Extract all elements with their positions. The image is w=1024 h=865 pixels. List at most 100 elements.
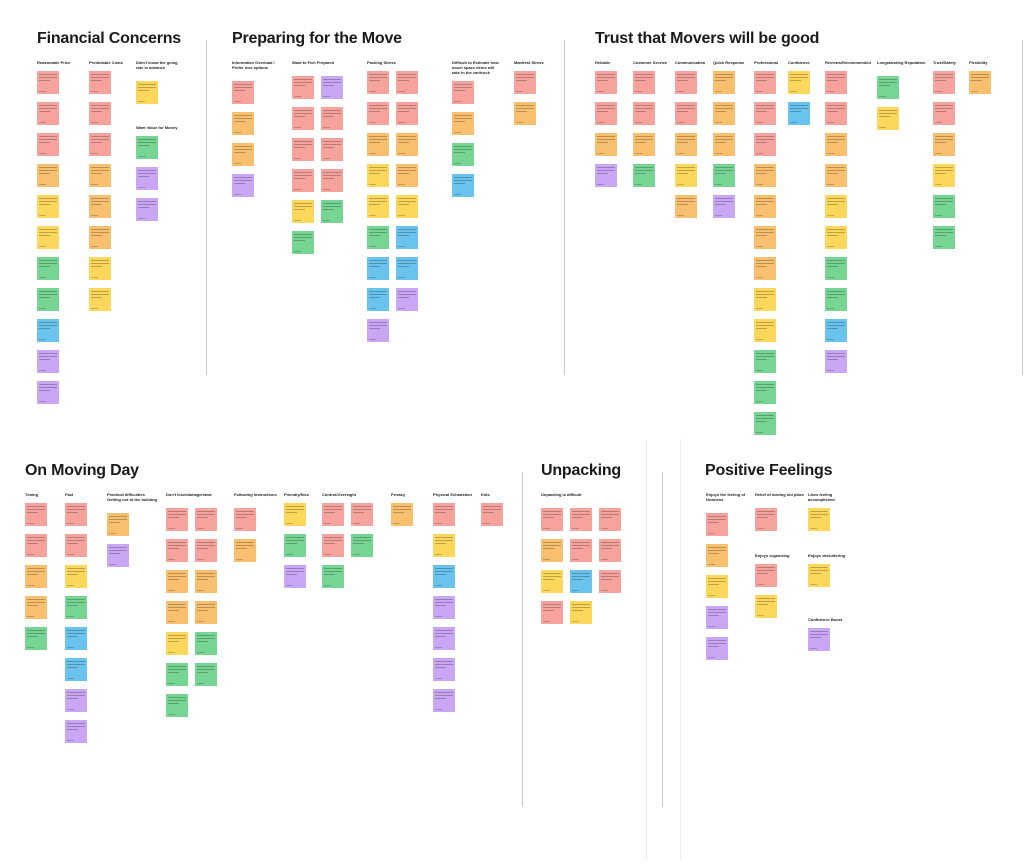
sticky-note-blue[interactable] — [367, 288, 389, 311]
sticky-note-yellow[interactable] — [89, 288, 111, 311]
sticky-note-pink[interactable] — [541, 508, 563, 531]
sticky-note-green[interactable] — [322, 565, 344, 588]
sticky-note-pink[interactable] — [322, 503, 344, 526]
sticky-note-orange[interactable] — [25, 596, 47, 619]
sticky-note-pink[interactable] — [351, 503, 373, 526]
sticky-note-green[interactable] — [877, 76, 899, 99]
sticky-note-pink[interactable] — [570, 539, 592, 562]
sticky-note-pink[interactable] — [166, 539, 188, 562]
sticky-note-yellow[interactable] — [754, 288, 776, 311]
sticky-note-green[interactable] — [933, 226, 955, 249]
sticky-note-orange[interactable] — [232, 112, 254, 135]
sticky-note-yellow[interactable] — [65, 565, 87, 588]
sticky-note-pink[interactable] — [706, 513, 728, 536]
sticky-note-purple[interactable] — [595, 164, 617, 187]
sticky-note-pink[interactable] — [321, 107, 343, 130]
sticky-note-orange[interactable] — [541, 539, 563, 562]
sticky-note-purple[interactable] — [367, 319, 389, 342]
sticky-note-pink[interactable] — [234, 508, 256, 531]
sticky-note-green[interactable] — [284, 534, 306, 557]
sticky-note-pink[interactable] — [65, 503, 87, 526]
sticky-note-purple[interactable] — [107, 544, 129, 567]
sticky-note-orange[interactable] — [89, 226, 111, 249]
sticky-note-blue[interactable] — [65, 658, 87, 681]
sticky-note-pink[interactable] — [195, 539, 217, 562]
sticky-note-orange[interactable] — [969, 71, 991, 94]
sticky-note-orange[interactable] — [367, 133, 389, 156]
sticky-note-green[interactable] — [195, 663, 217, 686]
sticky-note-green[interactable] — [754, 381, 776, 404]
sticky-note-yellow[interactable] — [706, 575, 728, 598]
sticky-note-pink[interactable] — [514, 71, 536, 94]
sticky-note-green[interactable] — [166, 663, 188, 686]
sticky-note-yellow[interactable] — [754, 319, 776, 342]
sticky-note-orange[interactable] — [89, 195, 111, 218]
sticky-note-pink[interactable] — [25, 534, 47, 557]
sticky-note-orange[interactable] — [514, 102, 536, 125]
sticky-note-green[interactable] — [321, 200, 343, 223]
sticky-note-yellow[interactable] — [825, 226, 847, 249]
sticky-note-pink[interactable] — [292, 169, 314, 192]
sticky-note-orange[interactable] — [166, 601, 188, 624]
sticky-note-purple[interactable] — [65, 720, 87, 743]
sticky-note-yellow[interactable] — [877, 107, 899, 130]
sticky-note-yellow[interactable] — [89, 257, 111, 280]
sticky-note-orange[interactable] — [396, 164, 418, 187]
sticky-note-purple[interactable] — [433, 658, 455, 681]
sticky-note-pink[interactable] — [433, 503, 455, 526]
sticky-note-pink[interactable] — [825, 71, 847, 94]
sticky-note-pink[interactable] — [755, 508, 777, 531]
sticky-note-blue[interactable] — [433, 565, 455, 588]
sticky-note-green[interactable] — [754, 350, 776, 373]
sticky-note-pink[interactable] — [599, 570, 621, 593]
sticky-note-orange[interactable] — [166, 570, 188, 593]
sticky-note-yellow[interactable] — [570, 601, 592, 624]
sticky-note-yellow[interactable] — [37, 226, 59, 249]
sticky-note-blue[interactable] — [570, 570, 592, 593]
sticky-note-orange[interactable] — [232, 143, 254, 166]
sticky-note-pink[interactable] — [599, 539, 621, 562]
sticky-note-green[interactable] — [136, 136, 158, 159]
sticky-note-yellow[interactable] — [808, 508, 830, 531]
sticky-note-pink[interactable] — [37, 71, 59, 94]
sticky-note-green[interactable] — [351, 534, 373, 557]
sticky-note-orange[interactable] — [195, 570, 217, 593]
sticky-note-pink[interactable] — [65, 534, 87, 557]
sticky-note-pink[interactable] — [754, 71, 776, 94]
sticky-note-pink[interactable] — [321, 138, 343, 161]
sticky-note-pink[interactable] — [322, 534, 344, 557]
sticky-note-pink[interactable] — [825, 102, 847, 125]
sticky-note-purple[interactable] — [706, 606, 728, 629]
sticky-note-pink[interactable] — [570, 508, 592, 531]
sticky-note-yellow[interactable] — [433, 534, 455, 557]
sticky-note-pink[interactable] — [321, 169, 343, 192]
sticky-note-purple[interactable] — [433, 596, 455, 619]
sticky-note-orange[interactable] — [633, 133, 655, 156]
sticky-note-purple[interactable] — [321, 76, 343, 99]
sticky-note-purple[interactable] — [713, 195, 735, 218]
sticky-note-yellow[interactable] — [396, 195, 418, 218]
sticky-note-pink[interactable] — [541, 601, 563, 624]
sticky-note-yellow[interactable] — [933, 164, 955, 187]
sticky-note-orange[interactable] — [825, 133, 847, 156]
sticky-note-green[interactable] — [933, 195, 955, 218]
sticky-note-orange[interactable] — [37, 164, 59, 187]
sticky-note-pink[interactable] — [933, 71, 955, 94]
sticky-note-pink[interactable] — [292, 76, 314, 99]
sticky-note-green[interactable] — [713, 164, 735, 187]
sticky-note-orange[interactable] — [713, 133, 735, 156]
sticky-note-green[interactable] — [292, 231, 314, 254]
sticky-note-purple[interactable] — [136, 198, 158, 221]
sticky-note-yellow[interactable] — [284, 503, 306, 526]
sticky-note-purple[interactable] — [65, 689, 87, 712]
sticky-note-pink[interactable] — [452, 81, 474, 104]
sticky-note-orange[interactable] — [107, 513, 129, 536]
sticky-note-orange[interactable] — [825, 164, 847, 187]
sticky-note-green[interactable] — [754, 412, 776, 435]
sticky-note-orange[interactable] — [706, 544, 728, 567]
sticky-note-green[interactable] — [37, 257, 59, 280]
sticky-note-orange[interactable] — [754, 257, 776, 280]
sticky-note-purple[interactable] — [808, 628, 830, 651]
sticky-note-green[interactable] — [37, 288, 59, 311]
sticky-note-yellow[interactable] — [541, 570, 563, 593]
